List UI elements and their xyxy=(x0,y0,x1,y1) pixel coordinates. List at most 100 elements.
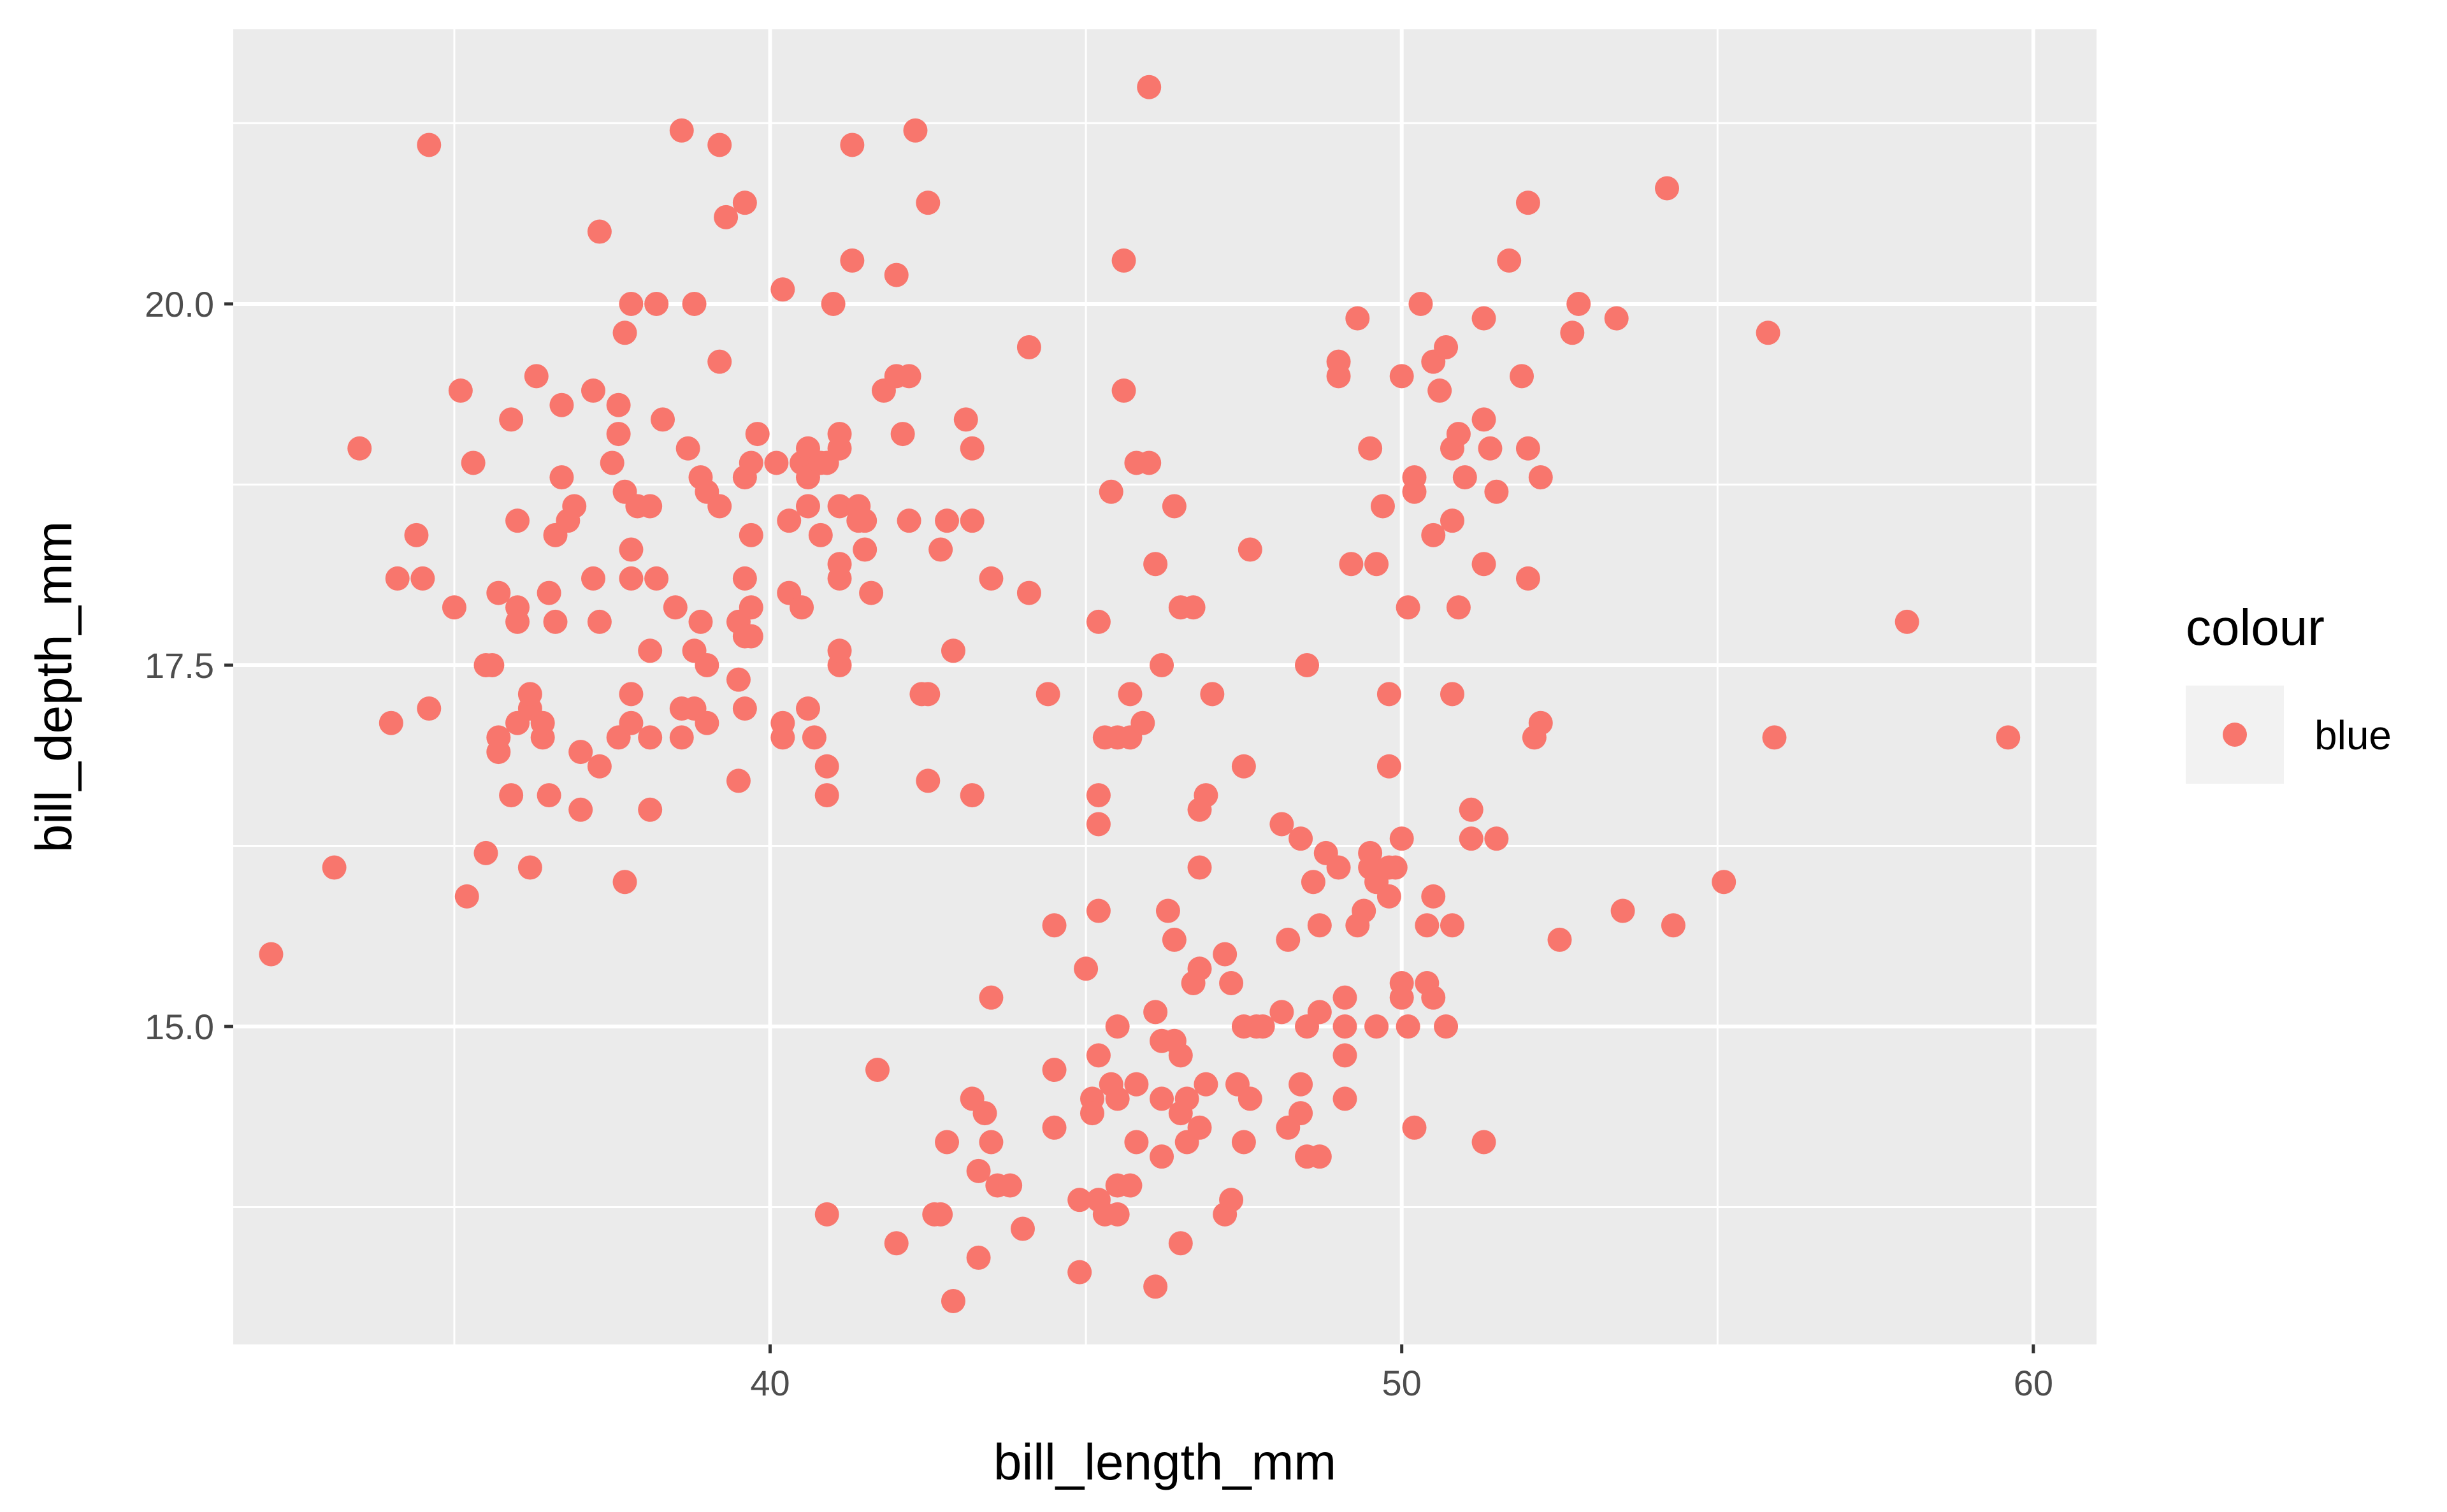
data-point xyxy=(802,725,826,750)
data-point xyxy=(707,349,732,374)
data-point xyxy=(764,450,789,475)
data-point xyxy=(1421,985,1446,1010)
data-point xyxy=(1086,609,1111,634)
data-point xyxy=(410,566,435,591)
data-point xyxy=(1086,1043,1111,1068)
data-point xyxy=(827,436,852,461)
data-point xyxy=(1307,1144,1332,1169)
data-point xyxy=(404,522,429,547)
data-point xyxy=(966,1245,991,1270)
data-point xyxy=(1137,450,1162,475)
data-point xyxy=(960,436,985,461)
data-point xyxy=(1332,1086,1357,1111)
data-point xyxy=(1067,1188,1092,1213)
data-point xyxy=(1194,1072,1218,1097)
data-point xyxy=(916,191,941,215)
data-point xyxy=(814,754,839,779)
data-point xyxy=(1143,552,1168,577)
data-point xyxy=(853,508,877,533)
data-point xyxy=(1086,898,1111,923)
data-point xyxy=(1238,537,1262,562)
data-point xyxy=(859,580,884,605)
data-point xyxy=(619,291,644,316)
data-point xyxy=(587,219,612,244)
data-point xyxy=(549,392,574,417)
y-tick-label: 17.5 xyxy=(145,645,214,686)
data-point xyxy=(1515,566,1540,591)
data-point xyxy=(916,682,941,707)
data-point xyxy=(1155,898,1180,923)
data-point xyxy=(941,638,965,663)
data-point xyxy=(587,609,612,634)
data-point xyxy=(1459,797,1483,822)
data-point xyxy=(1421,884,1446,909)
data-point xyxy=(530,710,555,735)
data-point xyxy=(442,595,466,620)
data-point xyxy=(543,609,568,634)
data-point xyxy=(739,595,763,620)
y-axis: 15.0 17.5 20.0 xyxy=(145,284,233,1047)
data-point xyxy=(1124,1072,1149,1097)
data-point xyxy=(454,884,479,909)
minor-gridlines xyxy=(233,29,2097,1344)
data-point xyxy=(726,768,751,793)
data-point xyxy=(1124,1130,1149,1155)
legend-key-point xyxy=(2223,723,2247,747)
data-point xyxy=(1756,320,1780,345)
data-point xyxy=(606,392,631,417)
data-point xyxy=(726,667,751,692)
data-point xyxy=(417,696,442,721)
legend-title: colour xyxy=(2186,599,2325,656)
data-point xyxy=(1181,595,1206,620)
data-point xyxy=(1610,898,1635,923)
data-point xyxy=(461,450,486,475)
data-point xyxy=(1042,913,1067,938)
data-point xyxy=(638,725,663,750)
data-point xyxy=(1016,335,1041,359)
data-point xyxy=(953,407,978,432)
data-point xyxy=(998,1173,1023,1198)
data-point xyxy=(884,1231,909,1256)
data-point xyxy=(1459,826,1483,851)
data-point xyxy=(1446,422,1471,447)
data-point xyxy=(897,508,921,533)
data-point xyxy=(707,494,732,519)
data-point xyxy=(1213,942,1238,967)
data-point xyxy=(1118,1173,1143,1198)
data-point xyxy=(1042,1058,1067,1083)
data-point xyxy=(1086,812,1111,837)
data-point xyxy=(827,566,852,591)
data-point xyxy=(1471,1130,1496,1155)
data-point xyxy=(499,783,524,808)
data-point xyxy=(1231,754,1256,779)
data-point xyxy=(1307,1000,1332,1025)
data-point xyxy=(853,537,877,562)
data-point xyxy=(1074,956,1099,981)
data-point xyxy=(1118,682,1143,707)
data-point xyxy=(1471,407,1496,432)
data-point xyxy=(1364,552,1389,577)
data-point xyxy=(347,436,372,461)
data-point xyxy=(897,364,921,389)
data-point xyxy=(1339,552,1364,577)
data-point xyxy=(1301,870,1325,895)
data-point xyxy=(1238,1086,1262,1111)
data-point xyxy=(1389,985,1414,1010)
data-point xyxy=(379,710,403,735)
data-point xyxy=(1654,176,1679,201)
x-tick-label: 40 xyxy=(750,1363,790,1403)
data-point xyxy=(770,710,795,735)
data-point xyxy=(499,407,524,432)
data-point xyxy=(480,652,505,677)
data-point xyxy=(890,422,915,447)
data-point xyxy=(707,133,732,157)
data-point xyxy=(1150,1144,1174,1169)
data-point xyxy=(1434,335,1459,359)
data-point xyxy=(600,450,624,475)
data-point xyxy=(1376,884,1401,909)
legend-label: blue xyxy=(2314,712,2392,758)
legend: colour blue xyxy=(2186,599,2392,784)
data-point xyxy=(675,436,700,461)
data-point xyxy=(903,118,928,143)
data-point xyxy=(1440,682,1464,707)
